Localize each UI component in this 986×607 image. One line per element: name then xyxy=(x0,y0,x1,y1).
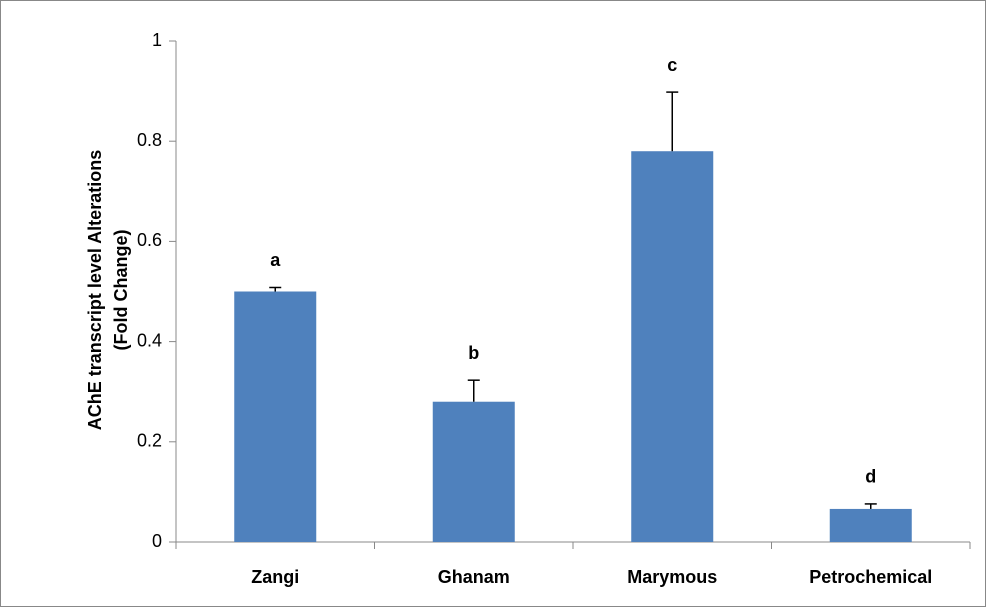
x-tick-label: Marymous xyxy=(627,567,717,587)
x-tick-label: Petrochemical xyxy=(809,567,932,587)
y-tick-label: 0.8 xyxy=(137,130,162,150)
x-tick-label: Ghanam xyxy=(438,567,510,587)
bar xyxy=(234,291,317,542)
annotation: c xyxy=(667,55,677,75)
bar xyxy=(432,401,515,542)
y-tick-label: 1 xyxy=(152,30,162,50)
y-tick-label: 0.4 xyxy=(137,330,162,350)
y-tick-label: 0.2 xyxy=(137,431,162,451)
x-tick-label: Zangi xyxy=(251,567,299,587)
annotation: d xyxy=(865,467,876,487)
bar xyxy=(631,151,714,542)
y-axis-label: (Fold Change) xyxy=(111,230,131,351)
y-tick-label: 0 xyxy=(152,531,162,551)
y-tick-label: 0.6 xyxy=(137,230,162,250)
annotation: a xyxy=(270,250,281,270)
bar xyxy=(829,508,912,542)
y-axis-label: AChE transcript level Alterations xyxy=(85,150,105,430)
annotation: b xyxy=(468,343,479,363)
